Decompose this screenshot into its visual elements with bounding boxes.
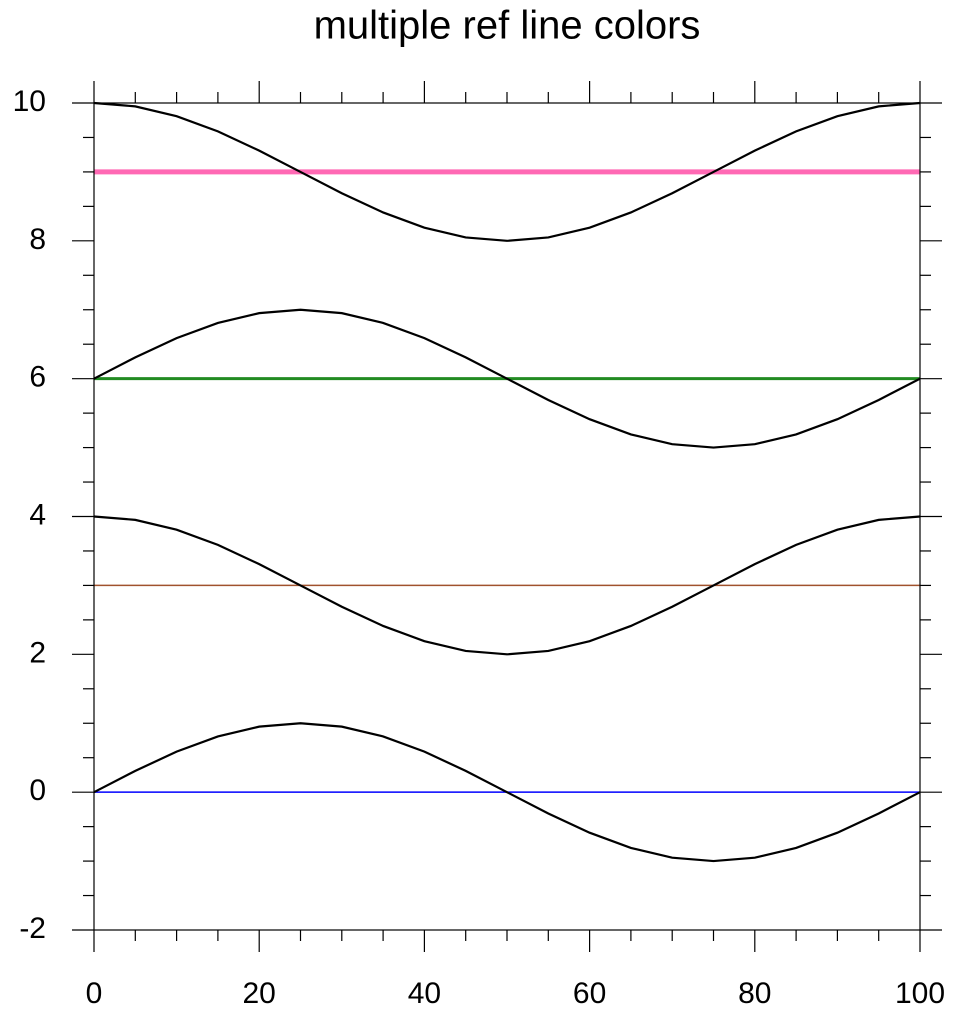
data-line	[93, 722, 921, 863]
data-line	[93, 101, 921, 242]
y-tick-label: 6	[29, 361, 46, 394]
y-tick-label: 8	[29, 223, 46, 256]
y-tick-label: 10	[13, 85, 46, 118]
data-line	[93, 308, 921, 449]
x-tick-label: 80	[738, 977, 771, 1010]
chart-title: multiple ref line colors	[314, 4, 701, 48]
x-tick-label: 60	[573, 977, 606, 1010]
plot-frame	[93, 102, 921, 931]
y-tick-label: 0	[29, 774, 46, 807]
data-line	[93, 515, 921, 656]
x-tick-label: 20	[243, 977, 276, 1010]
x-tick-label: 100	[895, 977, 945, 1010]
y-tick-label: 4	[29, 498, 46, 531]
x-tick-label: 0	[86, 977, 103, 1010]
y-tick-label: 2	[29, 636, 46, 669]
x-tick-label: 40	[408, 977, 441, 1010]
y-tick-label: -2	[19, 912, 46, 945]
